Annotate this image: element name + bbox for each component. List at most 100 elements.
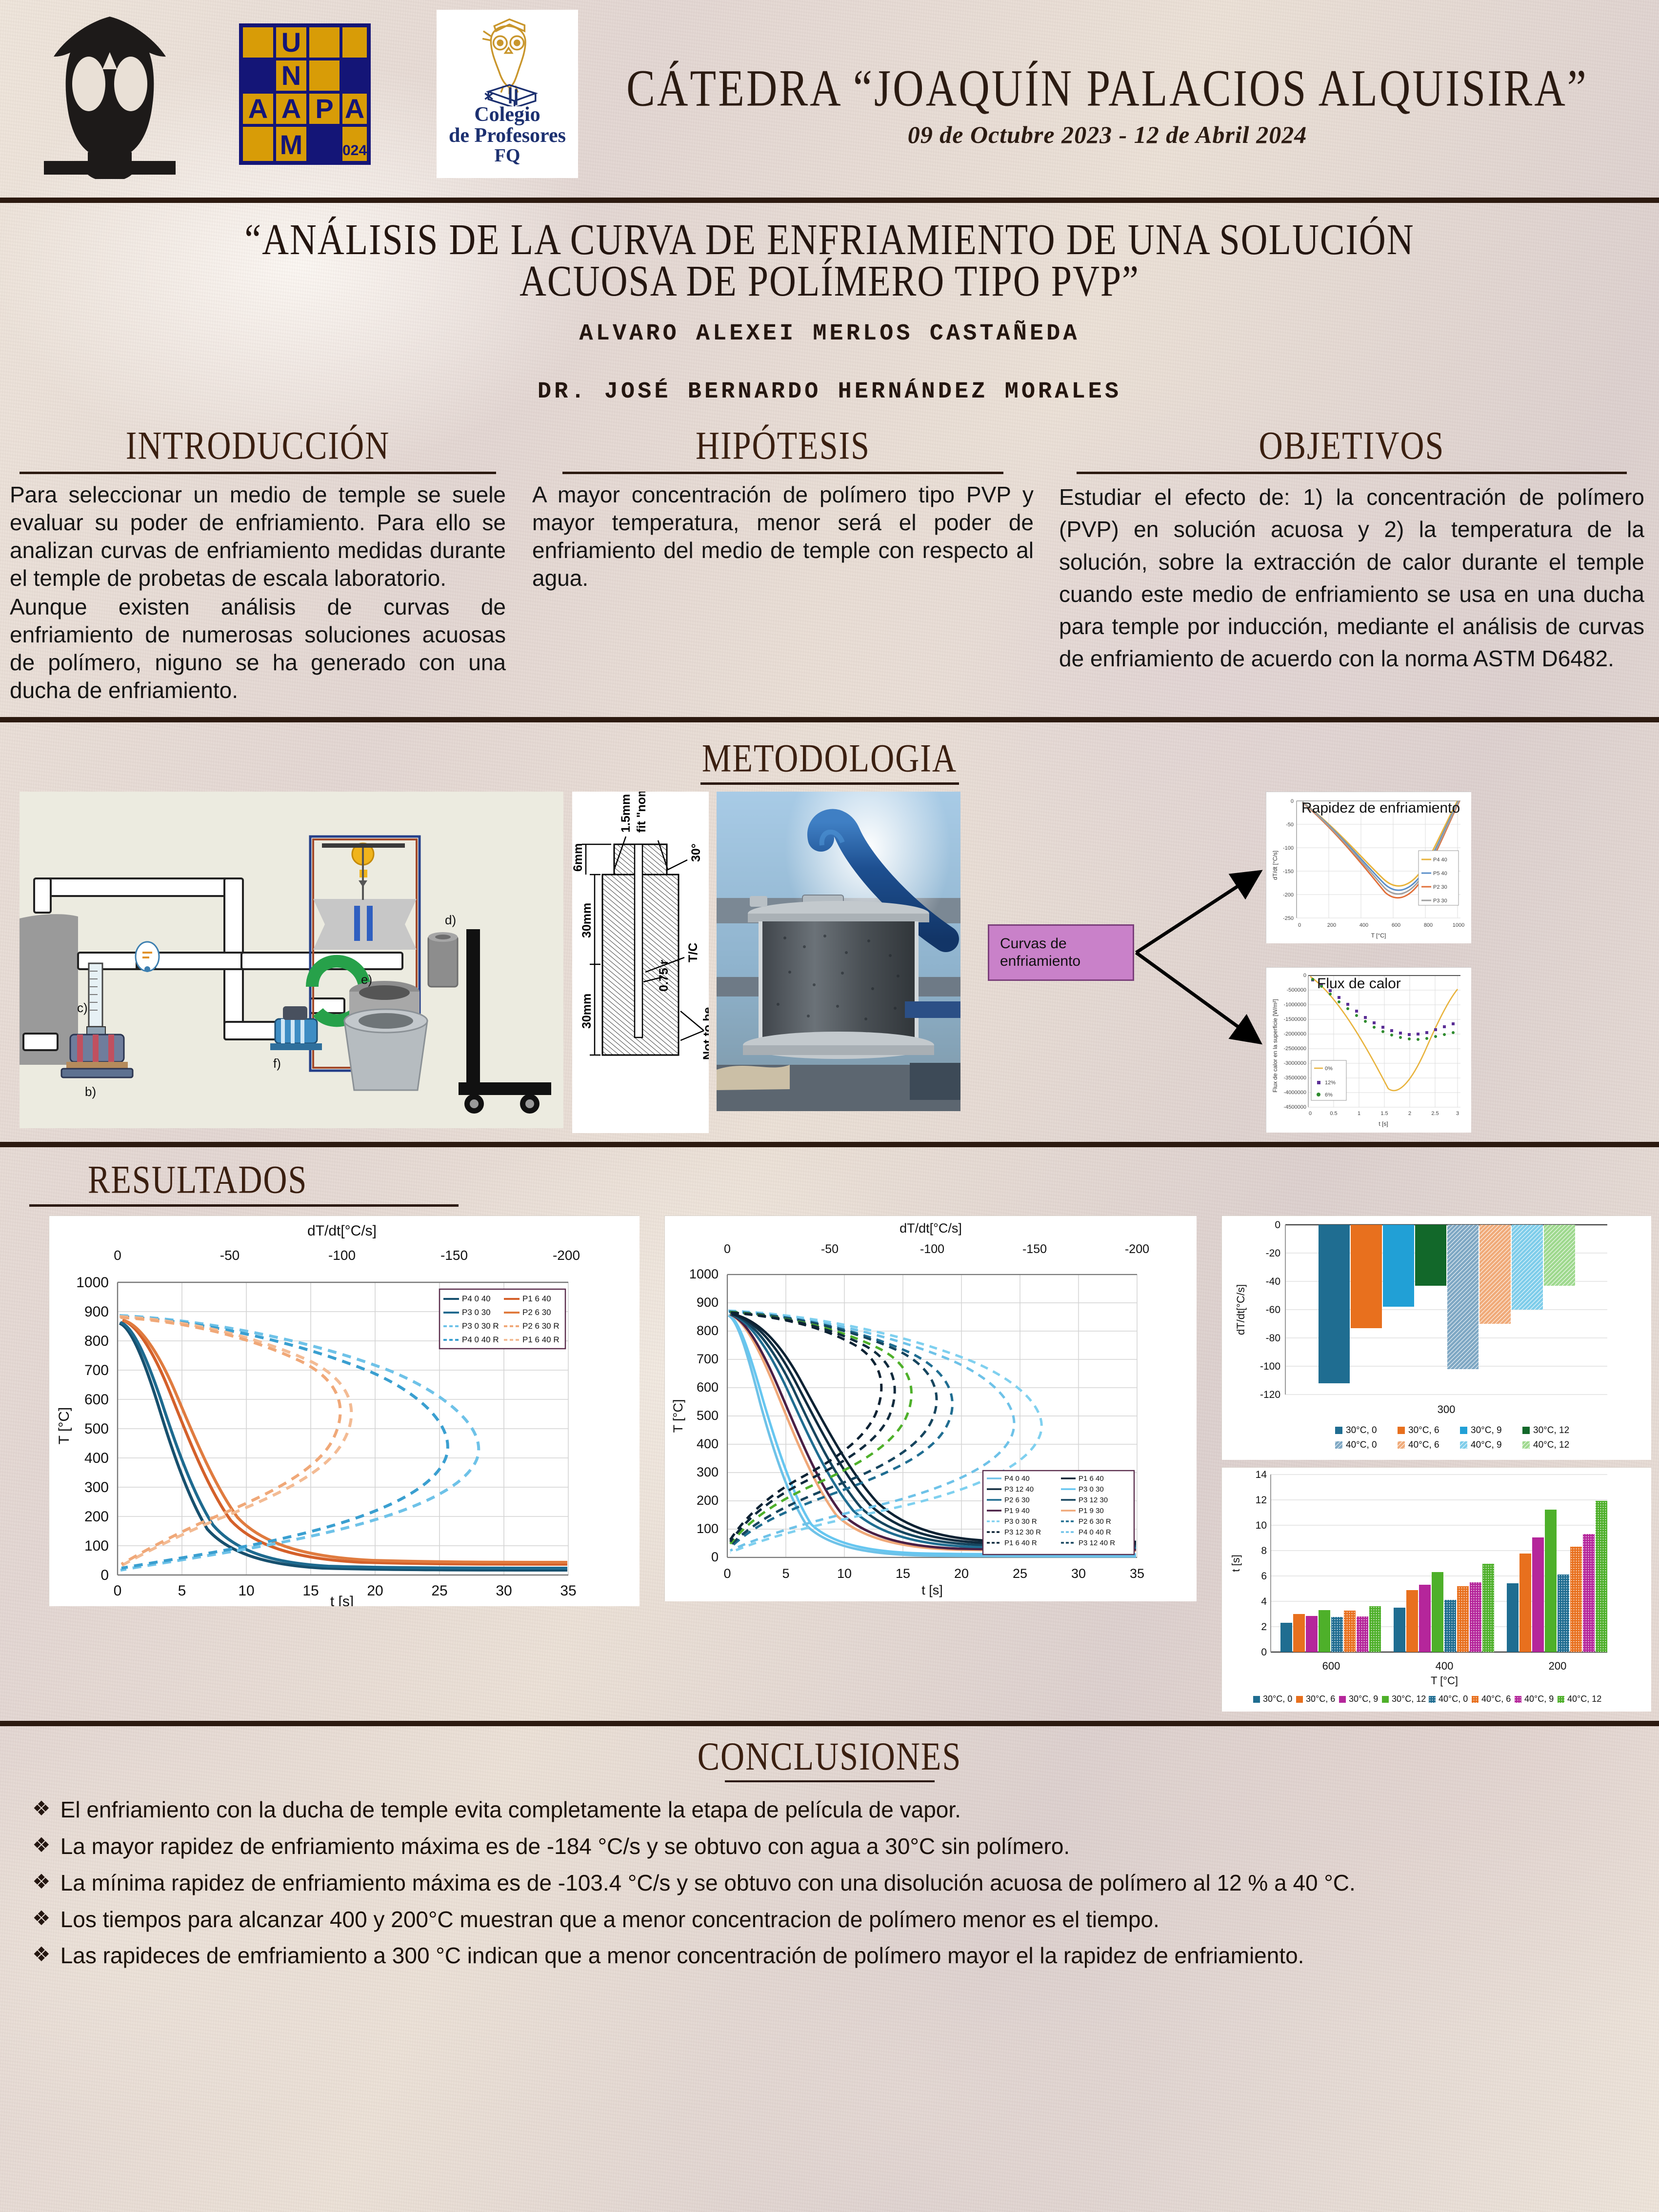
svg-text:-50: -50	[220, 1248, 240, 1263]
svg-text:700: 700	[84, 1362, 109, 1378]
introduccion-paragraph-2: Aunque existen análisis de curvas de enf…	[10, 594, 506, 703]
chart-cooling-curves-2: dT/dt[°C/s] 0 -50 -100 -150 -200 1000 900 800…	[664, 1216, 1197, 1602]
svg-text:-200: -200	[1125, 1242, 1149, 1256]
diamond-bullet-icon: ❖	[32, 1906, 51, 1930]
svg-text:1000: 1000	[1453, 922, 1464, 928]
introduccion-paragraph-1: Para seleccionar un medio de temple se s…	[10, 482, 506, 591]
svg-text:1000: 1000	[76, 1275, 109, 1291]
schematic-label-b: b)	[85, 1084, 96, 1099]
probe-note-drill-1: Not to be	[701, 1007, 709, 1060]
probe-dim-6mm: 6mm	[572, 843, 585, 872]
svg-text:40°C, 0: 40°C, 0	[1346, 1440, 1377, 1450]
svg-text:25: 25	[1013, 1566, 1027, 1581]
svg-text:-200: -200	[553, 1248, 580, 1263]
chart-cooling-curves-1: dT/dt[°C/s] 0 -50 -100 -150 -200 1000 900 800…	[49, 1216, 640, 1607]
curvas-de-enfriamiento-box: Curvas de enfriamiento	[988, 924, 1134, 981]
svg-text:3: 3	[1456, 1111, 1459, 1116]
svg-text:T [°C]: T [°C]	[671, 1399, 685, 1433]
probe-dim-30mm-lower: 30mm	[580, 994, 594, 1029]
experimental-setup-schematic: c) b)	[20, 792, 563, 1129]
probe-dimension-figure: 30mm 30mm 6mm 0.75 r T/C 30° 1.5mm tight…	[572, 792, 709, 1134]
svg-text:200: 200	[84, 1509, 109, 1525]
colegio-line2: de Profesores	[449, 124, 566, 147]
svg-text:-50: -50	[1286, 822, 1294, 828]
introduccion-underline	[20, 472, 496, 475]
svg-text:-4500000: -4500000	[1284, 1104, 1307, 1110]
svg-text:10: 10	[238, 1583, 254, 1599]
svg-text:-100: -100	[1283, 845, 1294, 851]
poster-title-line-1: “ANÁLISIS DE LA CURVA DE ENFRIAMIENTO DE…	[244, 216, 1415, 264]
svg-text:500: 500	[697, 1408, 719, 1423]
probe-dim-radius: 0.75 r	[657, 960, 671, 992]
resultados-charts-row: dT/dt[°C/s] 0 -50 -100 -150 -200 1000 900 800…	[0, 1207, 1659, 1712]
svg-text:-1500000: -1500000	[1284, 1016, 1307, 1022]
svg-text:-150: -150	[1022, 1242, 1047, 1256]
svg-text:0: 0	[114, 1583, 122, 1599]
conclusion-text-2: La mayor rapidez de enfriamiento máxima …	[60, 1833, 1070, 1859]
svg-text:-80: -80	[1266, 1333, 1280, 1344]
svg-text:P1 6 40 R: P1 6 40 R	[522, 1335, 560, 1344]
svg-text:P: P	[315, 93, 333, 124]
svg-text:-150: -150	[440, 1248, 468, 1263]
svg-text:T [°C]: T [°C]	[1371, 932, 1386, 939]
poster-title-line-2: ACUOSA DE POLÍMERO TIPO PVP”	[520, 257, 1139, 306]
list-item: ❖ Las rapideces de emfriamiento a 300 °C…	[32, 1941, 1630, 1971]
list-item: ❖ La mínima rapidez de enfriamiento máxi…	[32, 1868, 1630, 1898]
svg-text:12%: 12%	[1325, 1080, 1336, 1086]
chart-time-to-temperature: 14 12 10 8 6 4 2 0 600 400 200 T [°C] t [s] 30°…	[1221, 1467, 1651, 1712]
svg-text:dT/dt[°C/s]: dT/dt[°C/s]	[899, 1221, 962, 1236]
svg-text:15: 15	[896, 1566, 910, 1581]
svg-text:-500000: -500000	[1287, 987, 1306, 993]
svg-text:4: 4	[1261, 1596, 1267, 1607]
introduccion-body: Para seleccionar un medio de temple se s…	[10, 481, 506, 704]
svg-text:-3500000: -3500000	[1284, 1075, 1307, 1081]
svg-text:300: 300	[84, 1479, 109, 1495]
svg-text:2.5: 2.5	[1431, 1111, 1439, 1116]
intro-hipotesis-objetivos-row: INTRODUCCIÓN Para seleccionar un medio d…	[0, 418, 1659, 704]
svg-text:P3 12 40 R: P3 12 40 R	[1079, 1539, 1115, 1547]
svg-text:-1000000: -1000000	[1284, 1002, 1307, 1008]
svg-text:30°C, 0: 30°C, 0	[1346, 1425, 1377, 1435]
svg-text:2: 2	[1261, 1621, 1267, 1633]
svg-text:P2 6 30 R: P2 6 30 R	[1079, 1517, 1111, 1526]
svg-text:P4 0 40 R: P4 0 40 R	[1079, 1528, 1111, 1536]
section-hipotesis: HIPÓTESIS A mayor concentración de polím…	[520, 422, 1046, 704]
svg-text:P1 6 40 R: P1 6 40 R	[1004, 1539, 1037, 1547]
catedra-header-text: CÁTEDRA “JOAQUÍN PALACIOS ALQUISIRA” 09 …	[580, 59, 1634, 149]
svg-text:400: 400	[1436, 1660, 1454, 1672]
svg-text:12: 12	[1256, 1495, 1267, 1506]
svg-text:t [s]: t [s]	[1379, 1120, 1388, 1127]
diamond-bullet-icon: ❖	[32, 1943, 51, 1966]
colegio-line1: Colegio	[474, 103, 540, 126]
poster-header: U N A A P A M 024	[0, 0, 1659, 198]
svg-text:P2 30: P2 30	[1433, 884, 1447, 890]
svg-text:30°C, 12: 30°C, 12	[1392, 1694, 1426, 1704]
section-resultados: RESULTADOS dT/dt[°C/s] 0 -50 -100 -150 -200…	[0, 1147, 1659, 1712]
section-objetivos: OBJETIVOS Estudiar el efecto de: 1) la c…	[1046, 422, 1659, 704]
svg-text:-200: -200	[1283, 892, 1294, 898]
svg-text:P5 40: P5 40	[1433, 871, 1447, 877]
svg-text:400: 400	[84, 1450, 109, 1466]
svg-text:T [°C]: T [°C]	[56, 1407, 72, 1444]
svg-text:-3000000: -3000000	[1284, 1060, 1307, 1066]
svg-text:t [s]: t [s]	[1230, 1555, 1242, 1572]
mini-chart-flux-title: Flux de calor	[1317, 976, 1401, 992]
conclusion-text-1: El enfriamiento con la ducha de temple e…	[60, 1797, 961, 1823]
svg-text:800: 800	[84, 1333, 109, 1349]
svg-text:0: 0	[1275, 1219, 1280, 1231]
colegio-profesores-logo: Colegio de Profesores FQ	[437, 10, 578, 178]
svg-text:1000: 1000	[689, 1267, 719, 1281]
probe-dim-angle: 30°	[689, 844, 703, 862]
svg-text:P2 6 30: P2 6 30	[1004, 1496, 1030, 1504]
svg-text:0: 0	[1309, 1111, 1312, 1116]
svg-text:-2500000: -2500000	[1284, 1046, 1307, 1052]
svg-text:30°C, 9: 30°C, 9	[1349, 1694, 1378, 1704]
hipotesis-heading: HIPÓTESIS	[695, 423, 871, 468]
svg-text:-60: -60	[1266, 1304, 1280, 1315]
conclusion-text-3: La mínima rapidez de enfriamiento máxima…	[60, 1870, 1356, 1895]
conclusion-text-5: Las rapideces de emfriamiento a 300 °C i…	[60, 1943, 1304, 1969]
svg-text:-40: -40	[1266, 1276, 1280, 1287]
svg-text:P1 6 40: P1 6 40	[1079, 1475, 1104, 1483]
svg-text:20: 20	[367, 1583, 383, 1599]
